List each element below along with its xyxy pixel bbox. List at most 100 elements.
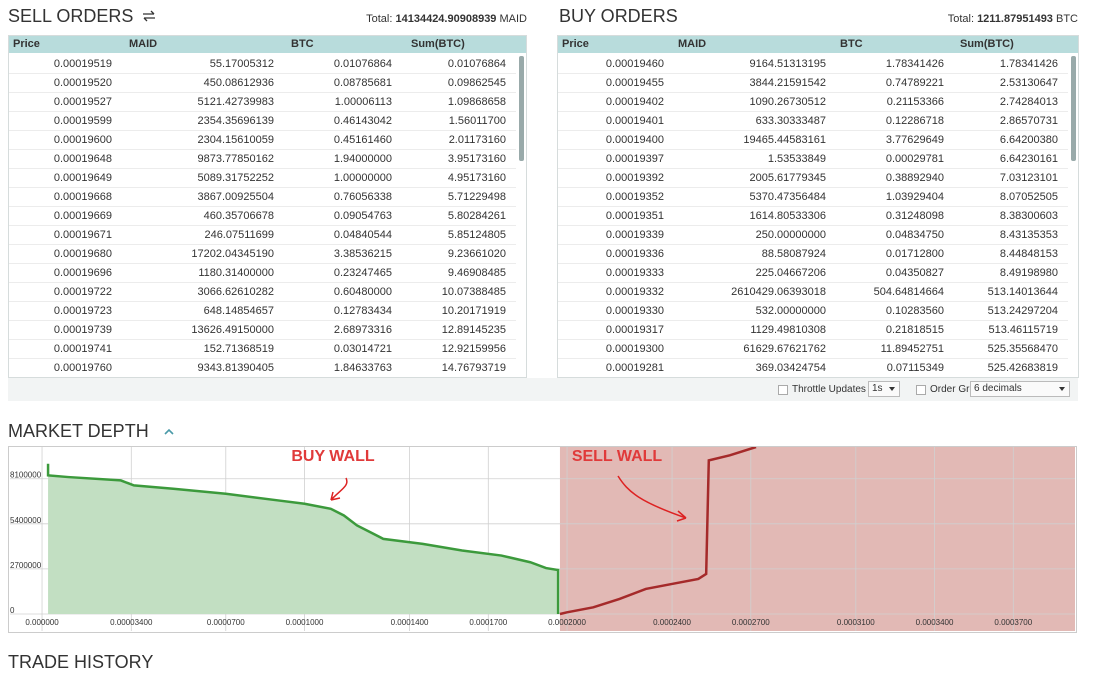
cell: 0.03014721 [333,343,392,355]
cell: 0.00019527 [53,96,112,108]
cell: 2.53130647 [999,77,1058,89]
order-row: 0.00019520 450.08612936 0.08785681 0.098625… [9,73,516,93]
throttle-checkbox[interactable] [778,385,788,395]
order-row: 0.00019351 1614.80533306 0.31248098 8.38300… [558,206,1068,226]
cell: 0.00019397 [605,153,664,165]
grouping-checkbox[interactable] [916,385,926,395]
sell-wall-arrow [617,475,687,522]
scrollbar [1071,56,1076,161]
collapse-icon[interactable] [163,427,175,437]
cell: 0.04350827 [885,267,944,279]
cell: 1.00006113 [334,96,392,108]
cell: 0.00019760 [53,362,112,374]
depth-line [559,447,757,616]
cell: 0.00019599 [53,115,112,127]
cell: 5.80284261 [447,210,506,222]
cell: 0.45161460 [333,134,392,146]
table-header: Price MAID BTC Sum(BTC) [558,36,1078,53]
cell: 0.00019722 [53,286,112,298]
x-tick-label: 0.0000700 [207,618,245,627]
cell: 4.95173160 [447,172,506,184]
order-row: 0.00019519 55.17005312 0.01076864 0.0107686… [9,54,516,74]
cell: 13626.49150000 [191,324,274,336]
cell: 3844.21591542 [749,77,826,89]
cell: 3.38536215 [333,248,392,260]
cell: 3066.62610282 [197,286,274,298]
cell: 8.07052505 [999,191,1058,203]
cell: 3867.00925504 [197,191,274,203]
cell: 1.78341426 [999,58,1058,70]
cell: 8.49198980 [999,267,1058,279]
x-tick-label: 0.00003400 [110,618,153,627]
swap-icon[interactable] [142,10,156,22]
cell: 1.03929404 [885,191,944,203]
cell: 152.71368519 [203,343,274,355]
x-tick-label: 0.0002700 [732,618,770,627]
cell: 0.00019696 [53,267,112,279]
cell: 0.00019339 [605,229,664,241]
order-row: 0.00019760 9343.81390405 1.84633763 14.7679… [9,358,516,377]
cell: 0.00019600 [53,134,112,146]
throttle-select[interactable]: 1s [868,381,900,397]
order-row: 0.00019281 369.03424754 0.07115349 525.4268… [558,358,1068,377]
cell: 0.10283560 [885,305,944,317]
total-unit: MAID [499,13,528,25]
cell: 0.00019455 [605,77,664,89]
cell: 633.30333487 [755,115,826,127]
order-row: 0.00019339 250.00000000 0.04834750 8.431353… [558,225,1068,245]
sell-side-area [559,447,1075,631]
cell: 369.03424754 [755,362,826,374]
cell: 525.42683819 [987,362,1058,374]
cell: 0.00019520 [53,77,112,89]
cell: 0.12286718 [885,115,944,127]
cell: 0.00019333 [605,267,664,279]
cell: 3.95173160 [447,153,506,165]
cell: 0.21818515 [885,324,944,336]
cell: 0.60480000 [333,286,392,298]
cell: 2610429.06393018 [731,286,826,298]
cell: 0.00019723 [53,305,112,317]
total-value: 14134424.90908939 [395,13,497,25]
cell: 0.12783434 [333,305,392,317]
cell: 6.64230161 [999,153,1058,165]
order-row: 0.00019599 2354.35696139 0.46143042 1.56011… [9,111,516,131]
order-row: 0.00019336 88.58087924 0.01712800 8.4484815… [558,244,1068,264]
buy-wall-arrow [330,477,348,501]
cell: 1.78341426 [885,58,944,70]
cell: 0.04840544 [333,229,392,241]
cell: 0.08785681 [333,77,392,89]
order-row: 0.00019648 9873.77850162 1.94000000 3.95173… [9,149,516,169]
x-tick-label: 0.0001000 [286,618,324,627]
cell: 0.00019281 [605,362,664,374]
order-row: 0.00019722 3066.62610282 0.60480000 10.0738… [9,282,516,302]
throttle-label: Throttle Updates [792,384,866,395]
order-row: 0.00019401 633.30333487 0.12286718 2.865707… [558,111,1068,131]
annotation: BUY WALL [291,448,374,465]
cell: 648.14854657 [203,305,274,317]
cell: 61629.67621762 [743,343,826,355]
y-tick-label: 8100000 [10,471,42,480]
cell: 0.00019669 [53,210,112,222]
column-header: Price [562,38,589,50]
cell: 0.00019392 [605,172,664,184]
grouping-label: Order Grouping [930,384,1000,395]
controls-bar: Throttle Updates 1s Order Grouping 6 dec… [8,378,1078,401]
cell: 0.09054763 [333,210,392,222]
cell: 513.14013644 [987,286,1058,298]
cell: 0.00019741 [53,343,112,355]
cell: 2304.15610059 [197,134,274,146]
cell: 12.89145235 [441,324,506,336]
cell: 246.07511699 [204,229,274,241]
grouping-select[interactable]: 6 decimals [970,381,1070,397]
cell: 504.64814664 [873,286,944,298]
cell: 7.03123101 [999,172,1058,184]
cell: 14.76793719 [441,362,506,374]
cell: 0.00019300 [605,343,664,355]
buy-total: Total: 1211.87951493 BTC [948,13,1078,25]
cell: 1.94000000 [333,153,392,165]
order-row: 0.00019397 1.53533849 0.00029781 6.64230161 [558,149,1068,169]
total-value: 1211.87951493 [977,13,1053,25]
cell: 0.00019649 [53,172,112,184]
cell: 225.04667206 [755,267,826,279]
cell: 0.76056338 [333,191,392,203]
